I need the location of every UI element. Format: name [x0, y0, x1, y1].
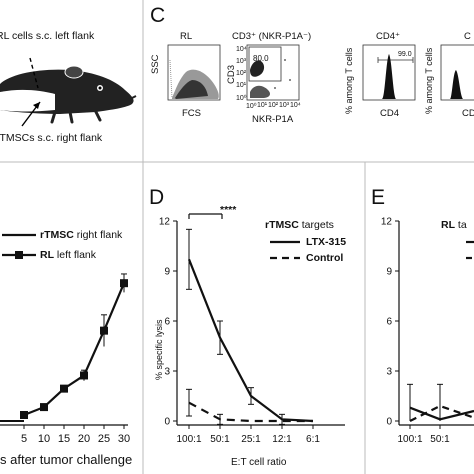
panel-b-x-tick-label: 30: [118, 433, 130, 445]
panel-d-legend-ltx: LTX-315: [306, 236, 347, 248]
panel-d-y-tick-label: 0: [164, 417, 170, 428]
panel-d-y-tick-label: 12: [159, 217, 171, 228]
panel-d-y-tick-label: 9: [164, 267, 170, 278]
panel-b-x-tick-label: 20: [78, 433, 90, 445]
panel-c-xlabel-1: FCS: [182, 108, 201, 119]
panel-d-x-tick-label: 12:1: [272, 434, 292, 445]
panel-c-gate-value-3: 99.0: [398, 51, 412, 58]
panel-c-title-3: CD4⁺: [376, 31, 401, 42]
panel-d-x-tick-label: 6:1: [306, 434, 320, 445]
panel-b-point-rl: [60, 384, 68, 393]
panel-d-significance: ****: [220, 204, 237, 216]
panel-c-tick-y-0: 10⁰: [236, 95, 247, 102]
flow-plot-rl: [167, 44, 221, 101]
panel-c-tick-x-0: 10⁰: [246, 103, 257, 110]
panel-e-y-tick-label: 0: [386, 417, 392, 428]
panel-c-tick-y-2: 10²: [236, 70, 247, 77]
panel-b-point-rl: [40, 403, 48, 412]
panel-c-tick-x-3: 10³: [279, 102, 290, 109]
mouse-illustration: [0, 57, 137, 127]
panel-b-point-rl: [80, 371, 88, 380]
panel-d-x-tick-label: 100:1: [176, 434, 201, 445]
panel-d-y-tick-label: 6: [164, 317, 170, 328]
panel-c-title-4: C: [464, 31, 471, 42]
panel-c-gate-value-2: 80.0: [253, 54, 269, 63]
panel-d-xlabel: E:T cell ratio: [231, 457, 287, 468]
panel-b-point-rl: [20, 411, 28, 419]
panel-d-x-tick-label: 50:1: [210, 434, 230, 445]
flow-plot-cd8: [440, 44, 474, 101]
panel-b-x-tick-label: 5: [21, 433, 27, 445]
panel-e-y-tick-label: 9: [386, 267, 392, 278]
panel-d-y-tick-label: 3: [164, 367, 170, 378]
panel-c-tick-y-4: 10⁴: [236, 46, 247, 53]
panel-b-x-tick-label: 15: [58, 433, 70, 445]
panel-e-x-tick-label: 50:1: [430, 434, 450, 445]
panel-b-point-rl: [120, 279, 128, 288]
panel-c-xlabel-2: NKR-P1A: [252, 114, 294, 125]
panel-c-tick-x-1: 10¹: [257, 102, 268, 109]
panel-d-title: rTMSC targets: [265, 219, 334, 231]
panel-a-label-rl: RL cells s.c. left flank: [0, 30, 95, 42]
panel-e-letter: E: [371, 186, 386, 209]
panel-c-title-2: CD3⁺ (NKR-P1A⁻): [232, 31, 312, 42]
panel-d-legend-control: Control: [306, 252, 344, 264]
panel-b-x-tick-label: 25: [98, 433, 110, 445]
panel-c-tick-y-3: 10³: [236, 58, 247, 65]
panel-b-x-tick-label: 10: [38, 433, 50, 445]
panel-d-letter: D: [149, 186, 165, 209]
panel-a-label-rtmsc: rTMSCs s.c. right flank: [0, 132, 103, 144]
panel-c-tick-y-1: 10¹: [236, 82, 247, 89]
panel-c-xlabel-3: CD4: [380, 108, 400, 119]
flow-plot-cd3: [246, 44, 300, 101]
panel-e-title: RL ta: [441, 219, 467, 231]
panel-b-xlabel: s after tumor challenge: [0, 452, 133, 467]
panel-b-point-rl: [100, 326, 108, 335]
panel-b-legend-rl: RL left flank: [40, 249, 97, 261]
panel-c-tick-x-4: 10⁴: [290, 102, 301, 109]
panel-c-title-1: RL: [180, 31, 193, 42]
panel-e-y-tick-label: 12: [381, 217, 393, 228]
panel-e-y-tick-label: 6: [386, 317, 392, 328]
panel-c-xlabel-4: CD: [462, 108, 474, 119]
panel-e-y-tick-label: 3: [386, 367, 392, 378]
flow-plot-cd4: [362, 44, 416, 101]
panel-b-legend-marker-rl: [15, 251, 23, 259]
panel-c-letter: C: [150, 4, 166, 27]
panel-e-series-line-ltx: [409, 406, 474, 421]
panel-e-x-tick-label: 100:1: [397, 434, 422, 445]
panel-d-x-tick-label: 25:1: [241, 434, 261, 445]
panel-b-legend-rtmsc: rTMSC right flank: [40, 229, 123, 241]
panel-c-tick-x-2: 10²: [268, 102, 279, 109]
